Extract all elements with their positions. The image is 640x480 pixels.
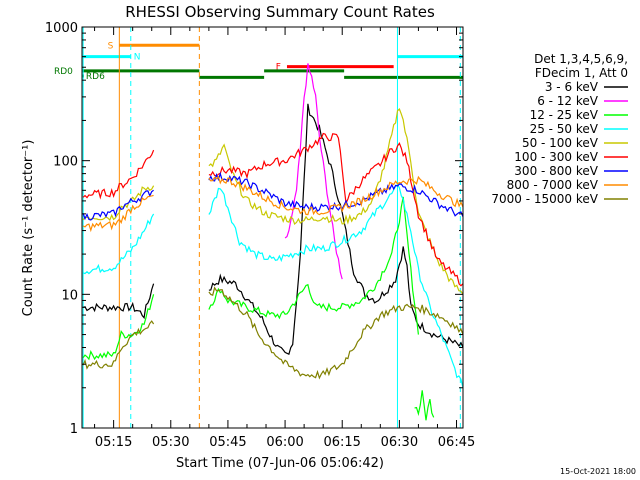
x-tick-label: 05:15 <box>95 435 132 450</box>
series-5-segment-0 <box>82 149 155 200</box>
x-axis-label: Start Time (07-Jun-06 05:06:42) <box>176 456 384 471</box>
chart-title: RHESSI Observing Summary Count Rates <box>125 3 435 21</box>
legend-label-8: 7000 - 15000 keV <box>491 192 598 206</box>
series-7-segment-0 <box>82 194 154 233</box>
series-6-segment-1 <box>208 171 464 218</box>
x-axis: 05:15 05:30 05:45 06:00 06:15 06:30 06:45 <box>94 27 475 450</box>
legend-label-7: 800 - 7000 keV <box>507 178 599 192</box>
y-axis-label: Count Rate (s⁻¹ detector⁻¹) <box>21 140 36 317</box>
series-5-segment-1 <box>208 132 464 287</box>
series-2-segment-1 <box>208 196 419 335</box>
flag-label-rd0: RD0 <box>54 67 73 77</box>
y-tick-label: 100 <box>53 155 78 170</box>
y-axis: 1 10 100 1000 <box>45 21 463 437</box>
series-6-segment-0 <box>82 189 154 221</box>
flag-label-n: N <box>134 53 141 63</box>
series-lines <box>82 63 464 421</box>
x-tick-label: 06:30 <box>381 435 418 450</box>
x-tick-label: 06:45 <box>438 435 475 450</box>
legend-label-2: 12 - 25 keV <box>530 108 599 122</box>
plot-frame <box>81 26 464 429</box>
legend: Det 1,3,4,5,6,9,FDecim 1, Att 03 - 6 keV… <box>491 52 628 206</box>
x-tick-label: 06:15 <box>323 435 360 450</box>
y-tick-label: 10 <box>61 288 78 303</box>
series-0-segment-0 <box>82 283 155 320</box>
y-tick-label: 1000 <box>45 21 78 36</box>
attenuator-lines <box>82 27 461 428</box>
legend-label-3: 25 - 50 keV <box>530 122 599 136</box>
series-4-segment-0 <box>82 185 155 222</box>
legend-label-1: 6 - 12 keV <box>537 94 599 108</box>
footer-date: 15-Oct-2021 18:00 <box>560 467 636 476</box>
series-2-segment-0 <box>82 294 155 361</box>
flag-label-rd6: RD6 <box>86 72 105 82</box>
legend-header-0: Det 1,3,4,5,6,9, <box>534 52 628 66</box>
flag-label-f: F <box>276 63 281 73</box>
x-tick-label: 05:45 <box>209 435 246 450</box>
series-1-segment-0 <box>284 63 343 280</box>
legend-label-6: 300 - 800 keV <box>514 164 598 178</box>
x-tick-label: 06:00 <box>266 435 303 450</box>
series-8-segment-0 <box>82 320 155 370</box>
x-tick-label: 05:30 <box>152 435 189 450</box>
series-0-segment-1 <box>208 103 464 356</box>
flag-label-s: S <box>108 41 114 51</box>
series-3-segment-1 <box>208 183 464 388</box>
legend-label-0: 3 - 6 keV <box>545 80 599 94</box>
series-8-segment-1 <box>208 286 464 380</box>
legend-header-1: FDecim 1, Att 0 <box>535 66 628 80</box>
series-7-segment-1 <box>208 175 464 216</box>
flag-bars: S N F RD0 RD6 <box>54 41 463 82</box>
series-3-segment-0 <box>82 213 155 275</box>
legend-label-4: 50 - 100 keV <box>522 136 599 150</box>
series-2-segment-2 <box>414 390 435 421</box>
legend-label-5: 100 - 300 keV <box>514 150 598 164</box>
series-4-segment-1 <box>208 107 464 295</box>
y-tick-label: 1 <box>70 422 78 437</box>
